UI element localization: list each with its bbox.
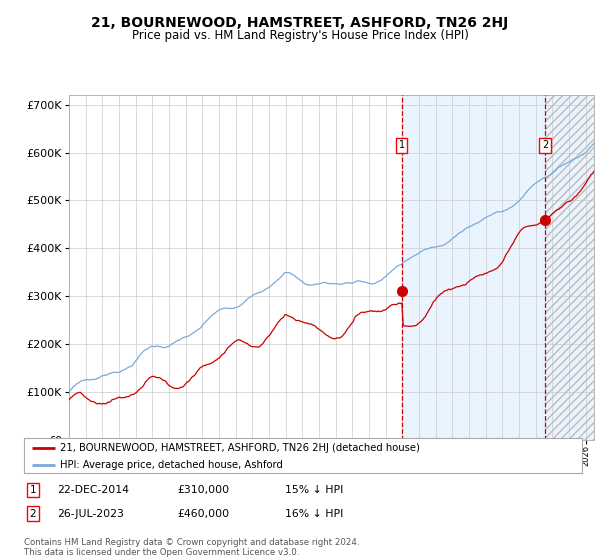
Text: HPI: Average price, detached house, Ashford: HPI: Average price, detached house, Ashf… [60,460,283,469]
Bar [402,95,594,440]
Text: 2: 2 [542,140,548,150]
Text: £460,000: £460,000 [177,508,229,519]
Text: £310,000: £310,000 [177,485,229,495]
HPI: Average price, detached house, Ashford: (2e+03, 1e+05): Average price, detached house, Ashford: … [65,389,73,395]
Text: 22-DEC-2014: 22-DEC-2014 [57,485,129,495]
HPI: Average price, detached house, Ashford: (2.01e+03, 3.31e+05): Average price, detached house, Ashford: … [273,278,280,284]
21, BOURNEWOOD, HAMSTREET, ASHFORD, TN26 2HJ (detached house) [65,396,73,403]
21, BOURNEWOOD, HAMSTREET, ASHFORD, TN26 2HJ (detached house) [274,319,281,326]
Text: Contains HM Land Registry data © Crown copyright and database right 2024.
This d: Contains HM Land Registry data © Crown c… [24,538,359,557]
Text: 1: 1 [29,485,37,495]
Text: 2: 2 [29,508,37,519]
21, BOURNEWOOD, HAMSTREET, ASHFORD, TN26 2HJ (detached house) [356,310,364,316]
HPI: Average price, detached house, Ashford: (2.03e+03, 6.2e+05): Average price, detached house, Ashford: … [590,139,598,146]
HPI: Average price, detached house, Ashford: (2.02e+03, 5.8e+05): Average price, detached house, Ashford: … [565,158,572,165]
Line: 21, BOURNEWOOD, HAMSTREET, ASHFORD, TN26 2HJ (detached house): 21, BOURNEWOOD, HAMSTREET, ASHFORD, TN26… [69,171,594,404]
Line: HPI: Average price, detached house, Ashford: HPI: Average price, detached house, Ashf… [69,143,594,392]
HPI: Average price, detached house, Ashford: (2.01e+03, 3.56e+05): Average price, detached house, Ashford: … [390,266,397,273]
Text: 1: 1 [399,140,405,150]
HPI: Average price, detached house, Ashford: (2e+03, 1.25e+05): Average price, detached house, Ashford: … [82,376,89,383]
Bar [545,95,594,440]
HPI: Average price, detached house, Ashford: (2.01e+03, 3.32e+05): Average price, detached house, Ashford: … [355,278,362,284]
Text: 21, BOURNEWOOD, HAMSTREET, ASHFORD, TN26 2HJ: 21, BOURNEWOOD, HAMSTREET, ASHFORD, TN26… [91,16,509,30]
21, BOURNEWOOD, HAMSTREET, ASHFORD, TN26 2HJ (detached house) [82,394,89,401]
21, BOURNEWOOD, HAMSTREET, ASHFORD, TN26 2HJ (detached house) [572,193,580,200]
21, BOURNEWOOD, HAMSTREET, ASHFORD, TN26 2HJ (detached house) [391,301,398,307]
Text: Price paid vs. HM Land Registry's House Price Index (HPI): Price paid vs. HM Land Registry's House … [131,29,469,42]
Text: 21, BOURNEWOOD, HAMSTREET, ASHFORD, TN26 2HJ (detached house): 21, BOURNEWOOD, HAMSTREET, ASHFORD, TN26… [60,443,420,453]
21, BOURNEWOOD, HAMSTREET, ASHFORD, TN26 2HJ (detached house) [97,400,104,407]
21, BOURNEWOOD, HAMSTREET, ASHFORD, TN26 2HJ (detached house) [567,198,574,204]
Text: 16% ↓ HPI: 16% ↓ HPI [285,508,343,519]
Text: 15% ↓ HPI: 15% ↓ HPI [285,485,343,495]
21, BOURNEWOOD, HAMSTREET, ASHFORD, TN26 2HJ (detached house) [590,167,598,174]
Text: 26-JUL-2023: 26-JUL-2023 [57,508,124,519]
HPI: Average price, detached house, Ashford: (2.03e+03, 5.87e+05): Average price, detached house, Ashford: … [571,156,578,162]
